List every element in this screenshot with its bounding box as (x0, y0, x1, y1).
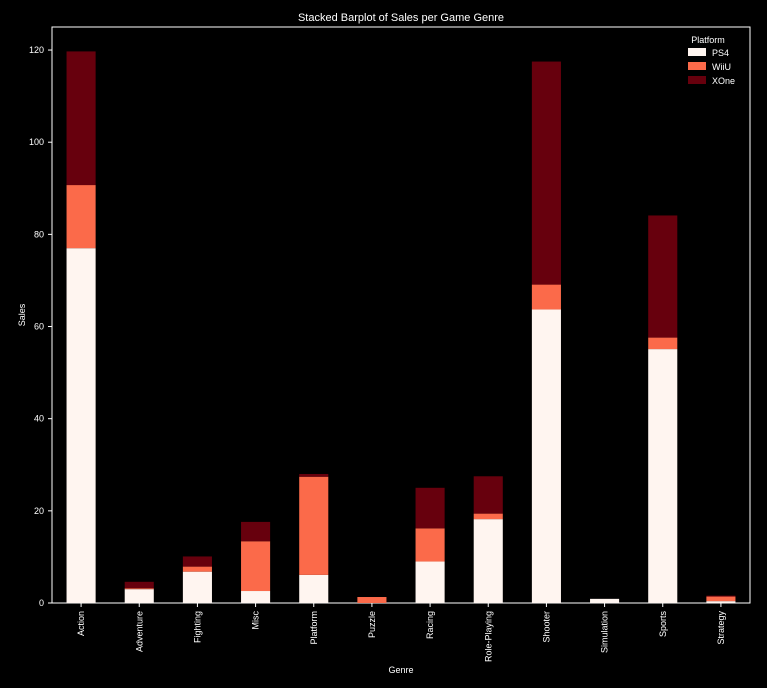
x-tick-label: Adventure (134, 611, 144, 652)
bar-racing-wiiu (415, 528, 445, 562)
y-axis: 0 20 40 60 80 100 120 (29, 45, 52, 608)
bar-role-playing-xone (473, 476, 503, 514)
bar-racing-xone (415, 487, 445, 529)
bars (66, 51, 736, 603)
bar-action-wiiu (66, 185, 96, 249)
legend-title: Platform (691, 35, 725, 45)
bar-sports-wiiu (648, 337, 678, 350)
x-tick-label: Racing (425, 611, 435, 639)
legend-label-xone: XOne (712, 76, 735, 86)
x-axis-label: Genre (388, 665, 413, 675)
x-tick-label: Strategy (716, 611, 726, 645)
bar-fighting-wiiu (182, 566, 212, 572)
bar-misc-ps4 (241, 591, 271, 603)
y-tick-label: 100 (29, 137, 44, 147)
bar-role-playing-wiiu (473, 513, 503, 520)
chart-title: Stacked Barplot of Sales per Game Genre (298, 12, 504, 24)
x-tick-label: Puzzle (367, 611, 377, 638)
bar-strategy-xone (706, 595, 736, 597)
bar-strategy-ps4 (706, 601, 736, 603)
bar-puzzle-wiiu (357, 597, 387, 603)
bar-sports-xone (648, 215, 678, 338)
legend-swatch-wiiu (688, 62, 706, 70)
x-tick-label: Fighting (192, 611, 202, 643)
x-tick-label: Platform (309, 611, 319, 645)
bar-misc-xone (241, 521, 271, 542)
bar-platform-wiiu (299, 476, 329, 575)
y-tick-label: 60 (34, 322, 44, 332)
legend-swatch-ps4 (688, 48, 706, 56)
x-tick-label: Shooter (541, 611, 551, 643)
plot-frame (51, 26, 751, 604)
x-tick-label: Misc (251, 611, 261, 630)
bar-simulation-ps4 (590, 598, 620, 603)
y-tick-label: 120 (29, 45, 44, 55)
bar-shooter-xone (531, 61, 561, 285)
y-tick-label: 40 (34, 414, 44, 424)
bar-platform-xone (299, 473, 329, 477)
bar-shooter-wiiu (531, 284, 561, 310)
bar-action-ps4 (66, 248, 96, 603)
y-tick-label: 20 (34, 506, 44, 516)
x-tick-label: Sports (658, 611, 668, 638)
bar-platform-ps4 (299, 574, 329, 603)
legend-label-ps4: PS4 (712, 48, 729, 58)
x-axis: Action Adventure Fighting Misc Platform Puzzl… (76, 603, 726, 662)
bar-misc-wiiu (241, 541, 271, 592)
x-tick-label: Role-Playing (483, 611, 493, 662)
bar-fighting-ps4 (182, 571, 212, 603)
bar-racing-ps4 (415, 561, 445, 603)
y-tick-label: 80 (34, 229, 44, 239)
bar-sports-ps4 (648, 349, 678, 603)
x-tick-label: Action (76, 611, 86, 636)
bar-action-xone (66, 51, 96, 186)
bar-fighting-xone (182, 556, 212, 567)
legend-swatch-xone (688, 76, 706, 84)
bar-adventure-wiiu (124, 588, 154, 590)
bar-strategy-wiiu (706, 596, 736, 602)
x-tick-label: Simulation (600, 611, 610, 653)
legend: Platform PS4 WiiU XOne (688, 35, 735, 86)
bar-role-playing-ps4 (473, 519, 503, 603)
bar-shooter-ps4 (531, 309, 561, 603)
y-axis-label: Sales (17, 303, 27, 326)
bar-adventure-ps4 (124, 589, 154, 603)
bar-adventure-xone (124, 581, 154, 589)
legend-label-wiiu: WiiU (712, 62, 731, 72)
y-tick-label: 0 (39, 598, 44, 608)
